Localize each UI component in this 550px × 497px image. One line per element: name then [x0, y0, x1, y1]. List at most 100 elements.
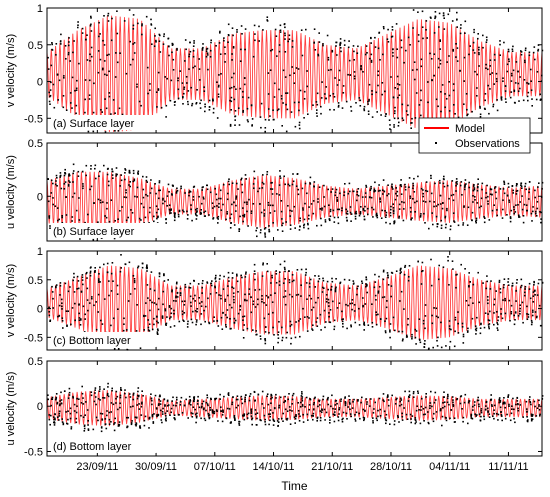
observation-point	[284, 400, 287, 403]
observation-point	[472, 195, 474, 197]
observation-point	[342, 85, 345, 87]
observation-point	[73, 40, 75, 42]
observation-point	[128, 184, 130, 186]
observation-point	[452, 50, 454, 52]
y-tick-label: 1	[37, 246, 43, 258]
observation-point	[495, 78, 498, 80]
observation-point	[72, 172, 74, 175]
observation-point	[532, 309, 534, 312]
panel-label-background	[51, 332, 157, 347]
observation-point	[281, 230, 284, 232]
observation-point	[136, 304, 138, 306]
observation-point	[94, 164, 97, 167]
observation-point	[137, 265, 140, 268]
observation-point	[442, 178, 445, 180]
observation-point	[411, 333, 413, 336]
observation-point	[311, 329, 314, 331]
observation-point	[398, 84, 401, 86]
observation-point	[437, 105, 439, 108]
observation-point	[155, 211, 158, 214]
observation-point	[72, 397, 74, 399]
observation-point	[379, 318, 382, 320]
observation-point	[101, 418, 103, 420]
observation-point	[253, 187, 255, 189]
observation-point	[62, 106, 65, 109]
observation-point	[496, 214, 498, 217]
observation-point	[192, 196, 195, 198]
observation-point	[264, 331, 267, 333]
observation-point	[345, 212, 348, 215]
observation-point	[291, 46, 294, 48]
observation-point	[113, 423, 115, 425]
observation-point	[153, 323, 155, 326]
observation-point	[156, 415, 158, 418]
observation-point	[90, 168, 92, 170]
observation-point	[397, 416, 399, 418]
observation-point	[167, 279, 169, 281]
observation-point	[235, 406, 238, 409]
observation-point	[331, 49, 334, 52]
observation-point	[350, 325, 352, 328]
observation-point	[88, 94, 91, 96]
observation-point	[496, 311, 498, 313]
observation-point	[275, 270, 277, 272]
observation-point	[425, 29, 427, 31]
observation-point	[222, 410, 224, 412]
observation-point	[285, 221, 287, 223]
observation-point	[283, 266, 286, 269]
observation-point	[303, 98, 306, 100]
observation-point	[212, 218, 214, 220]
observation-point	[167, 183, 170, 186]
observation-point	[337, 416, 340, 418]
observation-point	[156, 332, 159, 335]
observation-point	[165, 324, 167, 326]
observation-point	[508, 201, 511, 203]
observation-point	[203, 211, 205, 214]
observation-point	[466, 331, 469, 333]
observation-point	[165, 222, 167, 224]
observation-point	[330, 285, 333, 288]
observation-point	[288, 38, 291, 40]
observation-point	[468, 186, 471, 189]
observation-point	[530, 68, 532, 71]
observation-point	[108, 70, 110, 73]
observation-point	[164, 308, 167, 310]
observation-point	[182, 209, 184, 212]
observation-point	[326, 398, 329, 401]
observation-point	[58, 79, 61, 82]
observation-point	[365, 398, 368, 400]
observation-point	[69, 407, 72, 410]
observation-point	[468, 53, 470, 56]
observation-point	[153, 289, 156, 292]
observation-point	[120, 254, 122, 256]
observation-point	[464, 268, 466, 270]
observation-point	[158, 297, 160, 300]
observation-point	[487, 195, 489, 198]
observation-point	[348, 182, 351, 185]
observation-point	[161, 315, 164, 317]
observation-point	[189, 399, 191, 401]
observation-point	[424, 201, 427, 203]
observation-point	[140, 414, 143, 416]
observation-point	[526, 420, 529, 423]
observation-point	[356, 191, 359, 193]
observation-point	[382, 26, 385, 28]
observation-point	[312, 414, 314, 417]
observation-point	[140, 104, 142, 107]
observation-point	[183, 312, 186, 314]
observation-point	[173, 214, 176, 217]
observation-point	[432, 346, 434, 349]
observation-point	[159, 403, 162, 405]
observation-point	[478, 53, 480, 56]
observation-point	[357, 400, 359, 402]
observation-point	[283, 23, 286, 26]
observation-point	[241, 276, 243, 279]
observation-point	[97, 293, 100, 296]
observation-point	[231, 182, 234, 184]
observation-point	[215, 280, 217, 283]
observation-point	[322, 44, 324, 47]
observation-point	[325, 321, 327, 323]
observation-point	[339, 38, 342, 40]
observation-point	[316, 115, 318, 117]
observation-point	[400, 193, 403, 195]
